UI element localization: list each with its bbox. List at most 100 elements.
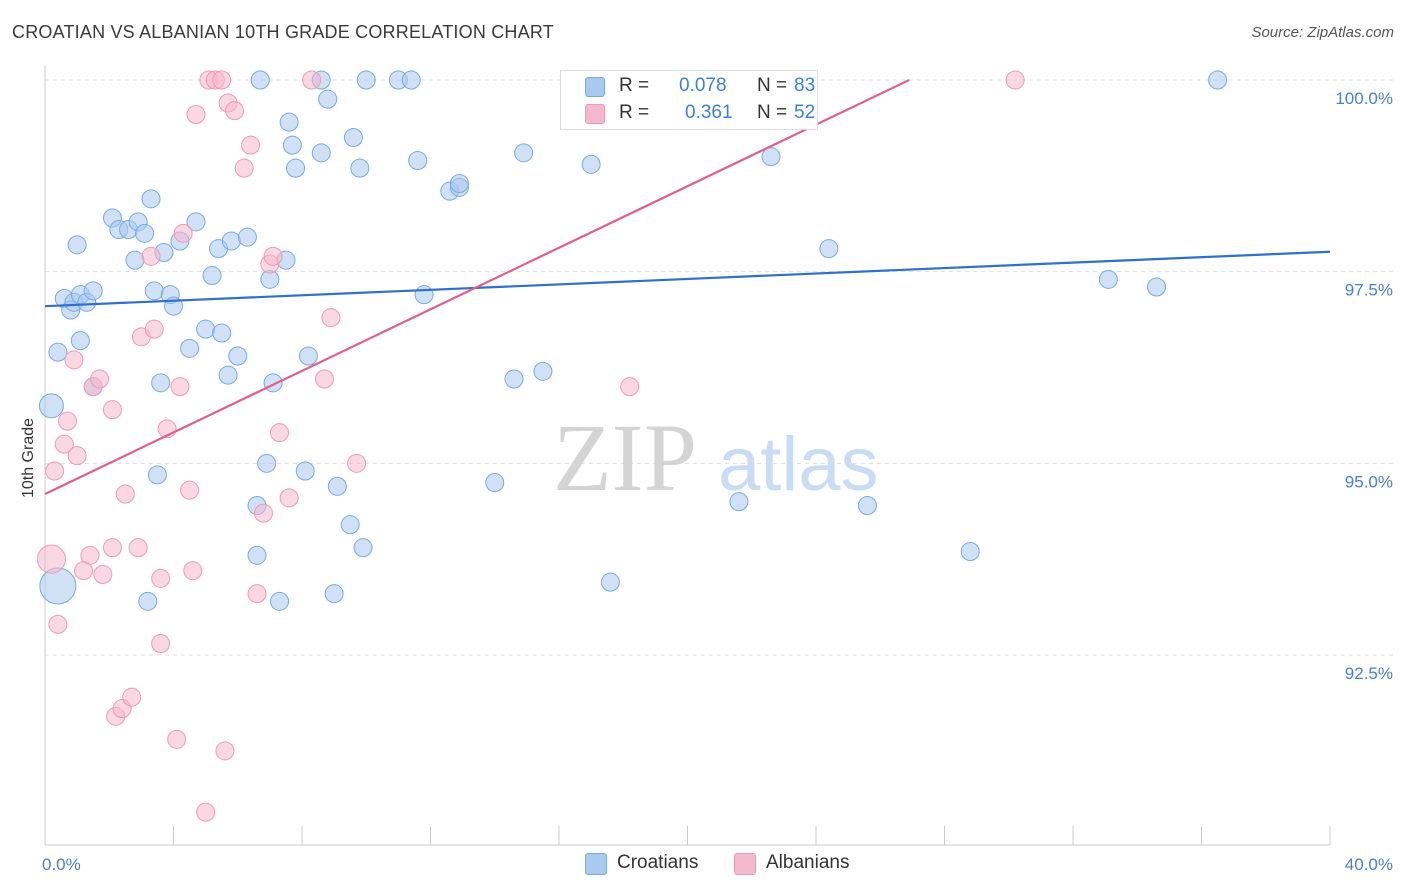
croatian-point: [180, 338, 200, 358]
albanian-point: [1005, 70, 1025, 90]
albanian-point: [54, 434, 74, 454]
albanian-point: [102, 400, 122, 420]
albanian-point: [122, 687, 142, 707]
albanian-point: [180, 480, 200, 500]
albanians-r-value: 0.361: [685, 102, 733, 123]
n-label: N =: [757, 75, 788, 96]
albanian-point: [321, 308, 341, 328]
albanian-point: [80, 545, 100, 565]
watermark-atlas: atlas: [718, 422, 879, 507]
albanian-point: [279, 488, 299, 508]
tick-labels: 100.0% 97.5% 95.0% 92.5% 0.0% 40.0%: [42, 89, 1393, 874]
croatians-swatch: [585, 77, 605, 97]
croatian-point: [138, 591, 158, 611]
croatian-point: [761, 147, 781, 167]
albanian-point: [151, 568, 171, 588]
albanian-point: [270, 423, 290, 443]
albanian-point: [173, 223, 193, 243]
watermark-zip: ZIP: [553, 404, 697, 511]
croatian-point: [286, 158, 306, 178]
axes: [44, 66, 1331, 846]
croatian-point: [857, 496, 877, 515]
albanian-point: [186, 105, 206, 124]
croatian-point: [186, 212, 206, 232]
albanian-point: [183, 561, 203, 581]
albanians-legend-label: Albanians: [766, 852, 850, 873]
albanian-point: [45, 461, 65, 481]
croatian-point: [1208, 70, 1228, 90]
albanian-point: [215, 741, 235, 761]
croatian-point: [356, 70, 376, 90]
croatian-point: [408, 151, 428, 170]
croatians-r-value: 0.078: [679, 75, 727, 96]
croatian-point: [295, 461, 315, 481]
albanian-point: [225, 101, 245, 121]
x-tick-label: 0.0%: [42, 855, 81, 874]
watermark: ZIP atlas: [553, 404, 879, 511]
albanians-trend-line: [44, 79, 910, 495]
n-label: N =: [757, 102, 788, 123]
albanians-legend-swatch: [734, 853, 756, 875]
albanian-point: [253, 503, 273, 523]
albanian-point: [128, 538, 148, 558]
croatian-point: [1147, 277, 1167, 297]
croatian-point: [151, 373, 171, 393]
y-tick-label: 95.0%: [1345, 472, 1393, 491]
croatian-point: [485, 473, 505, 492]
albanian-point: [347, 453, 367, 473]
trend-lines: [44, 79, 1331, 495]
albanian-point: [64, 350, 84, 370]
croatian-point: [247, 545, 267, 565]
croatian-point: [311, 143, 331, 163]
croatians-points: [38, 70, 1228, 611]
stats-legend: R = 0.078 N = 83 R = 0.361 N = 52: [560, 70, 818, 130]
croatian-point: [144, 281, 164, 301]
albanian-point: [241, 135, 261, 155]
albanian-point: [57, 411, 77, 431]
croatian-point: [514, 143, 534, 163]
croatian-point: [196, 319, 216, 339]
albanian-point: [170, 377, 190, 397]
y-axis-label: 10th Grade: [20, 418, 37, 498]
croatians-legend-swatch: [585, 853, 607, 875]
croatian-point: [83, 281, 103, 301]
albanian-point: [115, 484, 135, 504]
croatian-point: [147, 465, 167, 485]
albanian-point: [102, 538, 122, 558]
albanian-point: [263, 246, 283, 266]
croatians-legend-label: Croatians: [617, 852, 699, 873]
albanian-point: [48, 614, 68, 634]
y-tick-label: 97.5%: [1345, 281, 1393, 300]
croatian-point: [327, 476, 347, 496]
croatian-point: [237, 227, 257, 247]
croatian-point: [38, 393, 64, 419]
croatian-point: [581, 154, 601, 174]
x-tick-label: 40.0%: [1345, 855, 1393, 874]
croatian-point: [39, 567, 77, 605]
croatian-point: [202, 266, 222, 285]
croatians-trend-line: [44, 250, 1331, 308]
croatian-point: [729, 492, 749, 512]
croatian-point: [270, 591, 290, 611]
albanian-point: [141, 246, 161, 266]
croatian-point: [819, 239, 839, 259]
albanian-point: [93, 565, 113, 584]
croatian-point: [135, 223, 155, 243]
croatian-point: [212, 323, 232, 343]
chart-title: CROATIAN VS ALBANIAN 10TH GRADE CORRELAT…: [12, 22, 554, 42]
croatian-point: [340, 515, 360, 535]
albanians-n-value: 52: [794, 102, 816, 123]
croatian-point: [218, 365, 238, 385]
croatian-point: [70, 331, 90, 351]
albanians-swatch: [585, 104, 605, 124]
croatian-point: [449, 174, 469, 193]
albanian-point: [212, 70, 232, 90]
croatian-point: [353, 538, 373, 558]
albanian-point: [234, 158, 254, 178]
albanian-point: [67, 446, 87, 466]
croatian-point: [48, 342, 68, 362]
croatian-point: [221, 231, 241, 251]
albanian-point: [167, 729, 187, 749]
albanian-point: [620, 377, 640, 397]
croatian-point: [401, 70, 421, 90]
